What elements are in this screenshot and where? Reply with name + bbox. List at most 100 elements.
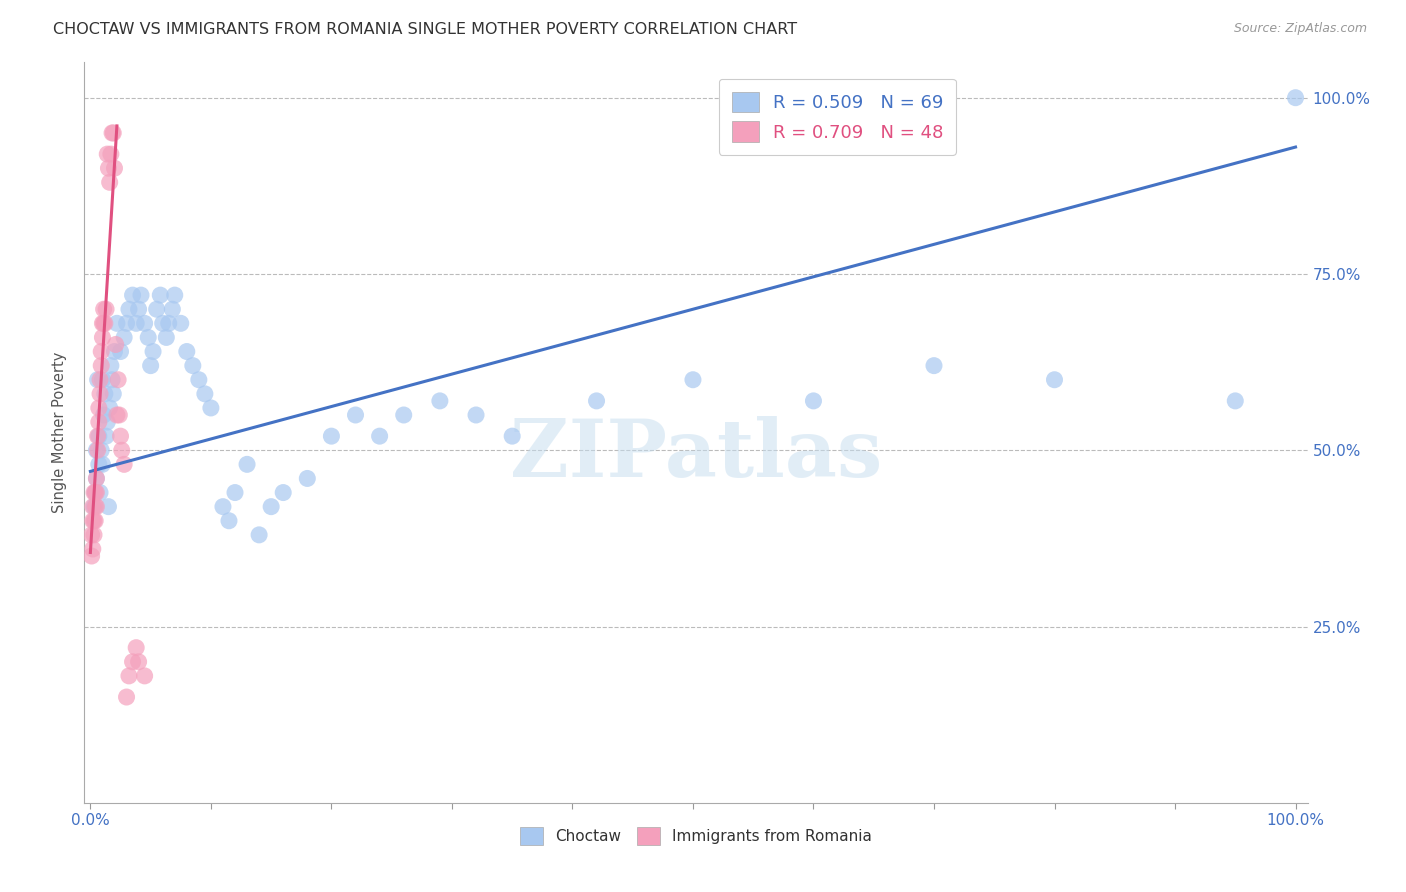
Point <box>194 387 217 401</box>
Point <box>155 330 177 344</box>
Point <box>82 500 104 514</box>
Point <box>94 302 117 317</box>
Point <box>224 485 246 500</box>
Point <box>145 302 167 317</box>
Point <box>103 387 125 401</box>
Point <box>91 458 114 472</box>
Point <box>682 373 704 387</box>
Y-axis label: Single Mother Poverty: Single Mother Poverty <box>52 352 67 513</box>
Point <box>1225 393 1247 408</box>
Point <box>86 500 108 514</box>
Point <box>103 344 125 359</box>
Point <box>101 126 124 140</box>
Point <box>321 429 343 443</box>
Point <box>181 359 204 373</box>
Point <box>162 302 184 317</box>
Point <box>585 393 607 408</box>
Point <box>1284 91 1306 105</box>
Point <box>115 316 138 330</box>
Point <box>149 288 172 302</box>
Point <box>176 344 198 359</box>
Point <box>142 344 165 359</box>
Point <box>91 373 114 387</box>
Point <box>86 471 108 485</box>
Point <box>501 429 523 443</box>
Point <box>108 408 131 422</box>
Point <box>110 429 132 443</box>
Point <box>93 316 115 330</box>
Point <box>86 485 108 500</box>
Point <box>83 500 105 514</box>
Point <box>247 528 270 542</box>
Point <box>118 669 141 683</box>
Point <box>98 401 121 415</box>
Point <box>93 302 115 317</box>
Point <box>87 429 110 443</box>
Point <box>80 549 103 563</box>
Point <box>97 161 120 176</box>
Text: Source: ZipAtlas.com: Source: ZipAtlas.com <box>1233 22 1367 36</box>
Point <box>260 500 283 514</box>
Point <box>90 344 112 359</box>
Point <box>105 408 128 422</box>
Point <box>86 443 108 458</box>
Point <box>94 316 117 330</box>
Point <box>128 655 150 669</box>
Point <box>134 316 156 330</box>
Point <box>103 126 125 140</box>
Point <box>128 302 150 317</box>
Text: ZIPatlas: ZIPatlas <box>510 416 882 494</box>
Point <box>297 471 319 485</box>
Point <box>97 500 120 514</box>
Point <box>84 485 107 500</box>
Point <box>86 429 108 443</box>
Point <box>1043 373 1066 387</box>
Point <box>94 429 117 443</box>
Point <box>112 458 135 472</box>
Point <box>83 528 105 542</box>
Point <box>96 415 118 429</box>
Legend: Choctaw, Immigrants from Romania: Choctaw, Immigrants from Romania <box>515 821 877 851</box>
Point <box>107 373 129 387</box>
Point <box>104 337 127 351</box>
Point <box>83 514 105 528</box>
Point <box>115 690 138 704</box>
Point <box>80 528 103 542</box>
Point <box>125 316 148 330</box>
Point <box>112 330 135 344</box>
Point <box>82 541 104 556</box>
Point <box>105 316 128 330</box>
Point <box>271 485 294 500</box>
Point <box>101 373 124 387</box>
Point <box>170 316 193 330</box>
Point <box>803 393 825 408</box>
Point <box>94 387 117 401</box>
Point <box>89 373 111 387</box>
Point <box>89 387 111 401</box>
Point <box>86 373 108 387</box>
Point <box>89 485 111 500</box>
Point <box>922 359 945 373</box>
Point <box>200 401 222 415</box>
Point <box>100 359 122 373</box>
Point <box>98 175 121 189</box>
Point <box>100 147 122 161</box>
Point <box>368 429 391 443</box>
Point <box>91 316 114 330</box>
Point <box>84 500 107 514</box>
Point <box>84 485 107 500</box>
Point <box>134 669 156 683</box>
Text: CHOCTAW VS IMMIGRANTS FROM ROMANIA SINGLE MOTHER POVERTY CORRELATION CHART: CHOCTAW VS IMMIGRANTS FROM ROMANIA SINGL… <box>53 22 797 37</box>
Point <box>93 408 115 422</box>
Point <box>86 471 108 485</box>
Point <box>136 330 159 344</box>
Point <box>118 302 141 317</box>
Point <box>121 288 143 302</box>
Point <box>125 640 148 655</box>
Point <box>236 458 259 472</box>
Point <box>392 408 415 422</box>
Point <box>157 316 180 330</box>
Point <box>187 373 209 387</box>
Point <box>82 514 104 528</box>
Point <box>129 288 152 302</box>
